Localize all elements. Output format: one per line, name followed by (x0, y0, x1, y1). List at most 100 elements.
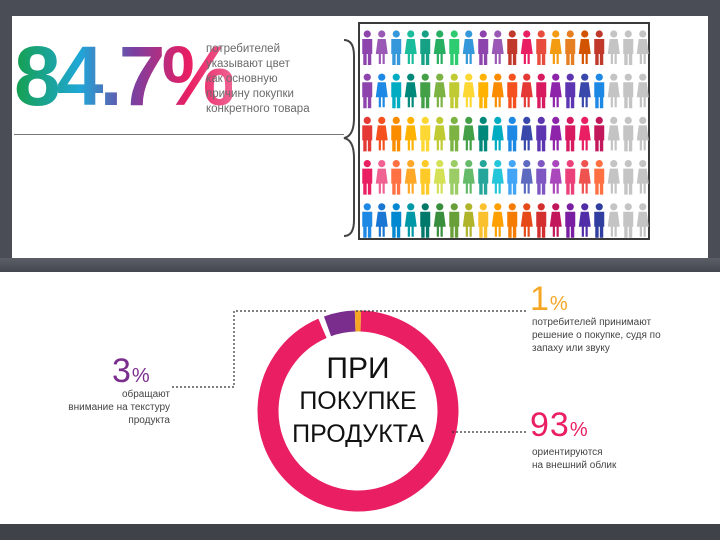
person-icon (578, 116, 591, 151)
curly-brace (343, 39, 355, 237)
person-icon (520, 73, 533, 108)
person-icon (478, 116, 489, 152)
person-icon (565, 116, 576, 152)
stat-bottom-right-value: 93 (530, 406, 570, 444)
stat-top-right-sign: % (549, 293, 569, 315)
person-icon (375, 116, 388, 151)
person-icon (594, 73, 605, 109)
person-icon (623, 203, 634, 238)
stat-left-caption: обращают внимание на текстуру продукта (40, 388, 170, 427)
stat-top-right-value: 1 (530, 280, 550, 318)
donut-segment (257, 310, 459, 512)
person-icon (507, 203, 518, 238)
person-icon (578, 30, 591, 64)
person-icon (623, 73, 634, 109)
stat-left-percentage: 3% (112, 354, 151, 393)
person-icon (536, 30, 547, 65)
caption-line: потребителей (206, 43, 280, 55)
caption-line: решение о покупке, судя по (532, 330, 661, 341)
person-icon (536, 73, 547, 109)
person-icon (449, 160, 460, 195)
person-icon (507, 30, 518, 65)
person-icon (565, 73, 576, 109)
person-icon (362, 30, 373, 65)
caption-line: обращают (121, 389, 170, 400)
caption-line: конкретного товара (206, 103, 310, 115)
person-icon (491, 160, 504, 194)
people-icons (362, 30, 649, 238)
leader-line-left (172, 310, 326, 388)
person-icon (607, 203, 620, 237)
person-icon (565, 30, 576, 65)
person-icon (549, 160, 562, 194)
person-icon (420, 116, 431, 152)
person-icon (362, 203, 373, 238)
caption-line: потребителей принимают (532, 317, 652, 328)
person-icon (391, 30, 402, 65)
person-icon (594, 203, 605, 238)
headline-caption: потребителей указывают цвет как основную… (206, 42, 356, 117)
person-icon (578, 73, 591, 108)
caption-line: как основную (206, 73, 278, 85)
caption-line: ориентируются (532, 447, 603, 458)
person-icon (636, 116, 649, 151)
person-icon (449, 203, 460, 238)
person-icon (594, 30, 605, 65)
person-icon (536, 203, 547, 238)
person-icon (636, 160, 649, 194)
person-icon (623, 116, 634, 152)
caption-line: продукта (128, 415, 170, 426)
person-icon (520, 203, 533, 237)
center-line-3: ПРОДУКТА (292, 420, 424, 448)
person-icon (433, 203, 446, 237)
stat-bottom-right-caption: ориентируются на внешний облик (532, 446, 702, 472)
stat-top-right-percentage: 1% (530, 282, 569, 321)
person-icon (375, 30, 388, 64)
person-icon (433, 160, 446, 194)
person-icon (433, 30, 446, 64)
person-icon (433, 73, 446, 108)
person-icon (549, 116, 562, 151)
person-icon (520, 30, 533, 64)
person-icon (565, 160, 576, 195)
person-icon (507, 116, 518, 152)
person-icon (520, 116, 533, 151)
stat-top-right-caption: потребителей принимают решение о покупке… (532, 316, 702, 355)
person-icon (636, 30, 649, 64)
stat-left-value: 3 (112, 352, 132, 390)
person-icon (607, 30, 620, 64)
person-icon (462, 30, 475, 64)
person-icon (549, 203, 562, 237)
person-icon (507, 73, 518, 109)
headline-percentage: 84.7% (14, 29, 236, 123)
person-icon (462, 160, 475, 194)
person-icon (375, 160, 388, 194)
people-icon-grid (358, 22, 650, 240)
person-icon (420, 73, 431, 109)
person-icon (362, 116, 373, 152)
caption-line: внимание на текстуру (68, 402, 170, 413)
person-icon (594, 116, 605, 152)
person-icon (623, 160, 634, 195)
person-icon (462, 116, 475, 151)
person-icon (391, 116, 402, 152)
person-icon (536, 116, 547, 152)
person-icon (636, 73, 649, 108)
person-icon (607, 73, 620, 108)
stat-bottom-right-percentage: 93% (530, 408, 589, 447)
person-icon (391, 73, 402, 109)
person-icon (420, 30, 431, 65)
donut-segment (257, 310, 459, 512)
person-icon (549, 73, 562, 108)
person-icon (520, 160, 533, 194)
person-icon (636, 203, 649, 237)
person-icon (404, 30, 417, 64)
person-icon (375, 73, 388, 108)
person-icon (391, 160, 402, 195)
center-line-1: ПРИ (326, 352, 390, 385)
person-icon (607, 160, 620, 194)
caption-underline (14, 134, 344, 135)
donut-segment (257, 310, 459, 512)
person-icon (462, 203, 475, 237)
